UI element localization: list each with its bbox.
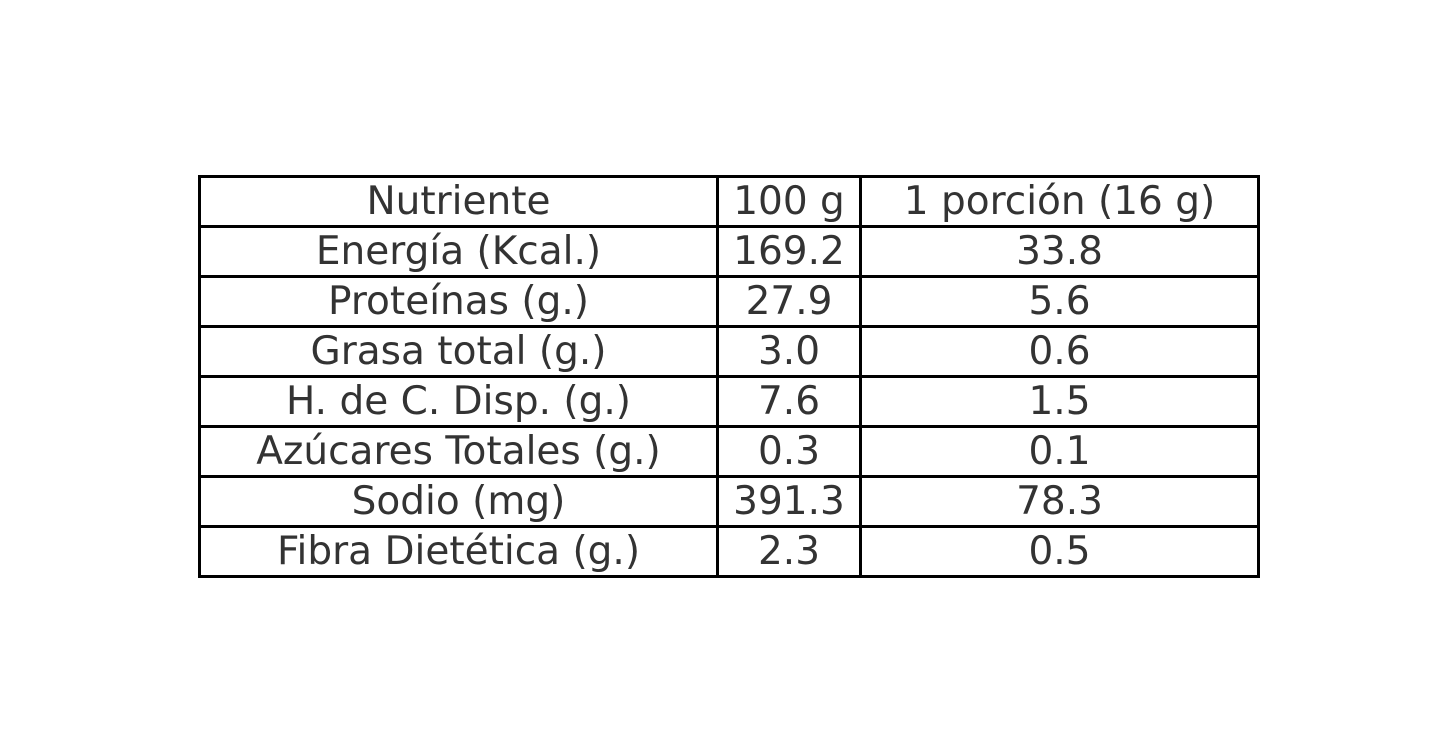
table-cell: Sodio (mg)	[198, 475, 719, 528]
header-cell: 1 porción (16 g)	[859, 175, 1260, 228]
table-cell: Azúcares Totales (g.)	[198, 425, 719, 478]
table-cell: Fibra Dietética (g.)	[198, 525, 719, 578]
table-cell: 0.1	[859, 425, 1260, 478]
table-cell: 27.9	[716, 275, 862, 328]
table-row: Energía (Kcal.) 169.2 33.8	[198, 225, 1260, 278]
table-cell: 2.3	[716, 525, 862, 578]
table-cell: 0.5	[859, 525, 1260, 578]
table-cell: 78.3	[859, 475, 1260, 528]
table-cell: 391.3	[716, 475, 862, 528]
table-cell: 1.5	[859, 375, 1260, 428]
table-row: H. de C. Disp. (g.) 7.6 1.5	[198, 375, 1260, 428]
table-cell: H. de C. Disp. (g.)	[198, 375, 719, 428]
table-cell: Proteínas (g.)	[198, 275, 719, 328]
table-cell: 169.2	[716, 225, 862, 278]
table-cell: 33.8	[859, 225, 1260, 278]
table-row: Sodio (mg) 391.3 78.3	[198, 475, 1260, 528]
table-cell: 0.3	[716, 425, 862, 478]
table-cell: 0.6	[859, 325, 1260, 378]
table-row: Fibra Dietética (g.) 2.3 0.5	[198, 525, 1260, 578]
table-cell: Energía (Kcal.)	[198, 225, 719, 278]
table-cell: 5.6	[859, 275, 1260, 328]
table-row: Proteínas (g.) 27.9 5.6	[198, 275, 1260, 328]
header-cell: Nutriente	[198, 175, 719, 228]
header-cell: 100 g	[716, 175, 862, 228]
table-cell: Grasa total (g.)	[198, 325, 719, 378]
table-row: Azúcares Totales (g.) 0.3 0.1	[198, 425, 1260, 478]
table-cell: 3.0	[716, 325, 862, 378]
table-row: Grasa total (g.) 3.0 0.6	[198, 325, 1260, 378]
table-cell: 7.6	[716, 375, 862, 428]
